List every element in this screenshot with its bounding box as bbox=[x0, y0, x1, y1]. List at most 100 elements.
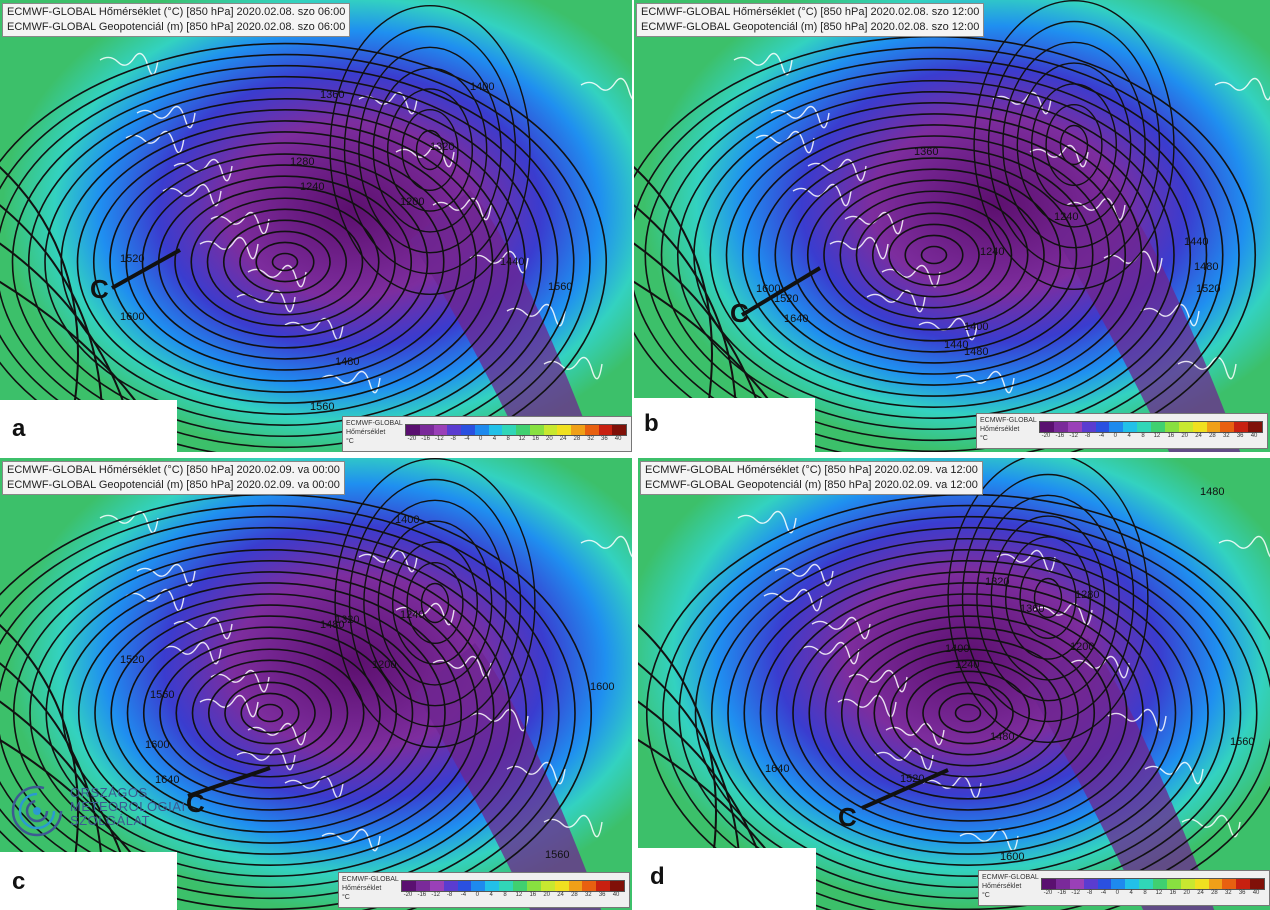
geopotential-contour bbox=[855, 201, 1013, 309]
geopotential-contour bbox=[141, 164, 429, 360]
legend-color-step bbox=[596, 881, 611, 891]
geopotential-contour bbox=[905, 670, 1031, 756]
geopotential-contour bbox=[961, 473, 1135, 723]
front-label: C bbox=[730, 298, 749, 328]
legend-color-step bbox=[499, 881, 513, 891]
legend-color-step bbox=[1137, 422, 1151, 432]
geopotential-contour bbox=[920, 245, 948, 265]
geopotential-contour bbox=[976, 494, 1120, 702]
logo-line-2: METEOROLÓGIAI bbox=[70, 799, 186, 814]
geopotential-contour bbox=[256, 703, 284, 723]
legend-color-step bbox=[1206, 422, 1221, 432]
geopotential-contour bbox=[334, 458, 536, 748]
legend-tick-label: 16 bbox=[532, 436, 539, 442]
legend-tick-label: -12 bbox=[435, 436, 444, 442]
legend-color-step bbox=[543, 425, 558, 435]
legend-tick-label: -4 bbox=[464, 436, 470, 442]
coastline bbox=[543, 814, 603, 838]
legend-title: ECMWF-GLOBAL Hőmérséklet °C bbox=[982, 873, 1040, 900]
front-label: C bbox=[186, 788, 205, 818]
geopotential-contour bbox=[206, 208, 364, 316]
legend-title-line: ECMWF-GLOBAL bbox=[982, 874, 1039, 881]
map-panel-a: C 1520 1600 1480 1560 1400 1320 1240 1200 1280 136… bbox=[0, 0, 632, 452]
geopotential-contour bbox=[1005, 536, 1092, 660]
legend-tick-label: -4 bbox=[1098, 433, 1105, 439]
geopotential-contour bbox=[27, 86, 543, 438]
legend-tick-label: 8 bbox=[1143, 890, 1147, 896]
contour-label: 1600 bbox=[120, 311, 144, 323]
coastline bbox=[763, 588, 823, 612]
legend-tick-label: -20 bbox=[1041, 433, 1051, 439]
contour-label: 1640 bbox=[765, 763, 789, 775]
header-temperature: ECMWF-GLOBAL Hőmérséklet (°C) [850 hPa] … bbox=[645, 464, 978, 476]
legend-tick-label: -16 bbox=[417, 892, 427, 898]
legend-color-step bbox=[1153, 879, 1167, 889]
geopotential-contour bbox=[792, 593, 1144, 833]
contour-label: 1400 bbox=[964, 321, 988, 333]
geopotential-contour bbox=[271, 252, 299, 272]
geopotential-contour bbox=[790, 157, 1078, 353]
geopotential-contour bbox=[660, 68, 1208, 442]
legend-color-step bbox=[612, 425, 626, 435]
legend-tick-label: -12 bbox=[1069, 433, 1079, 439]
coastline bbox=[236, 747, 296, 771]
legend-color-step bbox=[1164, 422, 1179, 432]
legend-tick-label: 24 bbox=[1195, 433, 1202, 439]
contour-label: 1400 bbox=[395, 514, 419, 526]
geopotential-contour bbox=[725, 113, 1143, 397]
geopotential-contour bbox=[662, 504, 1270, 910]
legend-tick-label: -16 bbox=[1055, 433, 1065, 439]
coastline bbox=[506, 761, 566, 785]
header-geopotential: ECMWF-GLOBAL Geopotenciál (m) [850 hPa] … bbox=[645, 479, 978, 491]
legend-color-step bbox=[1236, 879, 1251, 889]
coastline bbox=[1214, 77, 1270, 101]
coastline bbox=[199, 694, 259, 718]
legend-tick-label: 0 bbox=[1115, 890, 1119, 896]
legend-colorbar bbox=[1039, 421, 1263, 433]
legend-color-step bbox=[513, 881, 527, 891]
front-label: C bbox=[90, 274, 109, 304]
legend-color-step bbox=[419, 425, 434, 435]
geopotential-contour bbox=[694, 526, 1242, 900]
geopotential-contour bbox=[126, 615, 414, 811]
legend-tick-label: -8 bbox=[450, 436, 456, 442]
geopotential-contour bbox=[29, 549, 511, 877]
legend-colorbar bbox=[1041, 878, 1265, 890]
geopotential-contour bbox=[109, 142, 461, 382]
legend-color-step bbox=[485, 881, 500, 891]
geopotential-contour bbox=[358, 46, 502, 254]
coastline bbox=[432, 197, 492, 221]
legend-title: ECMWF-GLOBAL Hőmérséklet °C bbox=[980, 416, 1038, 443]
panel-header: ECMWF-GLOBAL Hőmérséklet (°C) [850 hPa] … bbox=[2, 461, 345, 495]
contour-label: 1360 bbox=[320, 89, 344, 101]
contour-label: 1600 bbox=[756, 283, 780, 295]
header-temperature: ECMWF-GLOBAL Hőmérséklet (°C) [850 hPa] … bbox=[7, 464, 340, 476]
legend-tick-label: 28 bbox=[1209, 433, 1216, 439]
legend-color-step bbox=[1250, 879, 1264, 889]
legend-color-step bbox=[474, 425, 489, 435]
contour-label: 1440 bbox=[1184, 236, 1208, 248]
legend-title-line: °C bbox=[342, 894, 350, 901]
geopotential-contour bbox=[938, 692, 998, 734]
legend-color-step bbox=[598, 425, 613, 435]
geopotential-contour bbox=[0, 504, 576, 910]
legend-tick-label: 24 bbox=[559, 436, 567, 442]
contour-label: 1600 bbox=[590, 681, 614, 693]
legend-tick-label: -20 bbox=[407, 436, 417, 442]
legend-ticks: -20 -16 -12 -8 -4 0 4 8 12 16 20 24 28 32 36 40 bbox=[401, 892, 623, 901]
geopotential-contour bbox=[990, 515, 1106, 681]
coastline bbox=[866, 289, 926, 313]
coastline bbox=[1144, 761, 1204, 785]
geopotential-contour bbox=[222, 219, 348, 305]
coastline bbox=[1107, 708, 1167, 732]
geopotential-contour bbox=[678, 515, 1258, 910]
legend-color-step bbox=[568, 881, 583, 891]
contour-label: 1560 bbox=[545, 849, 569, 861]
geopotential-contour bbox=[824, 615, 1112, 811]
geopotential-contour bbox=[406, 561, 464, 644]
geopotential-contour bbox=[348, 478, 522, 728]
legend-color-step bbox=[1178, 422, 1193, 432]
geopotential-contour bbox=[1019, 556, 1077, 639]
geopotential-contour bbox=[1016, 62, 1132, 228]
contour-label: 1480 bbox=[335, 356, 359, 368]
